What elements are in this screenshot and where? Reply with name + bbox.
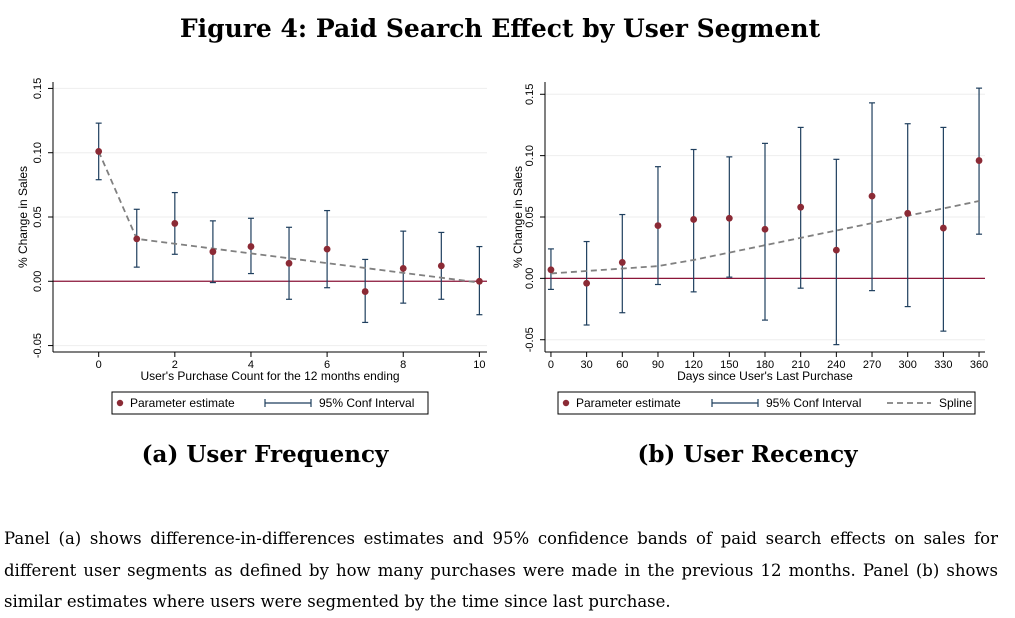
y-tick-label: 0.10 (32, 142, 44, 163)
x-tick-label: 4 (248, 359, 254, 371)
x-tick-label: 60 (616, 359, 628, 371)
chart-user-frequency: -0.05 0.00 0.05 0.10 0.15 0 2 4 6 8 10 User's Purch… (16, 78, 487, 415)
x-tick-label: 8 (400, 359, 406, 371)
x-tick-label: 0 (548, 359, 554, 371)
y-tick-label: 0.00 (32, 271, 44, 292)
x-tick-label: 2 (172, 359, 178, 371)
y-axis-label: % Change in Sales (511, 166, 525, 268)
legend-label-spline: Spline (939, 396, 973, 410)
legend-label-estimate: Parameter estimate (130, 396, 235, 410)
y-tick-label: 0.05 (32, 206, 44, 227)
estimate-point (868, 192, 876, 200)
figure-note: Panel (a) shows difference-in-difference… (4, 529, 998, 611)
estimate-point (654, 222, 662, 229)
estimate-point (209, 248, 217, 256)
estimate-point (171, 220, 179, 227)
x-tick-label: 30 (580, 359, 592, 371)
y-tick-label: 0.05 (524, 206, 536, 227)
legend-marker-estimate (116, 399, 124, 407)
x-tick-label: 120 (684, 359, 702, 371)
figure-title: Figure 4: Paid Search Effect by User Seg… (179, 14, 821, 43)
estimate-point (361, 288, 369, 295)
estimate-point (285, 259, 293, 267)
estimate-point (975, 157, 983, 164)
y-tick-label: 0.10 (524, 145, 536, 166)
estimate-point (133, 235, 141, 243)
estimate-point (437, 262, 445, 270)
subcaption-user-frequency: (a) User Frequency (141, 441, 389, 468)
estimate-point (95, 148, 103, 155)
x-tick-label: 6 (324, 359, 330, 371)
x-axis-label: User's Purchase Count for the 12 months … (140, 369, 399, 383)
x-tick-label: 330 (934, 359, 952, 371)
y-tick-label: 0.00 (524, 268, 536, 289)
y-tick-label: -0.05 (524, 327, 536, 352)
y-tick-label: -0.05 (32, 333, 44, 358)
x-tick-label: 0 (96, 359, 102, 371)
x-tick-label: 270 (863, 359, 881, 371)
x-tick-label: 360 (970, 359, 988, 371)
subcaption-user-recency: (b) User Recency (637, 441, 858, 468)
estimate-point (725, 214, 733, 222)
estimate-point (797, 203, 805, 211)
estimate-point (904, 209, 912, 217)
estimate-point (399, 265, 407, 272)
x-tick-label: 210 (791, 359, 809, 371)
legend-label-estimate: Parameter estimate (576, 396, 681, 410)
estimate-point (832, 246, 840, 254)
x-tick-label: 10 (473, 359, 485, 371)
x-tick-label: 300 (899, 359, 917, 371)
legend-box (557, 391, 976, 415)
y-tick-label: 0.15 (32, 78, 44, 99)
x-tick-label: 240 (827, 359, 845, 371)
estimate-point (939, 224, 947, 232)
legend-marker-estimate (562, 399, 570, 407)
estimate-point (583, 279, 591, 287)
legend-label-ci: 95% Conf Interval (766, 396, 861, 410)
estimate-point (247, 243, 255, 250)
x-axis-label: Days since User's Last Purchase (677, 369, 853, 383)
estimate-point (618, 259, 626, 266)
estimate-point (690, 216, 698, 223)
x-tick-label: 180 (756, 359, 774, 371)
legend-label-ci: 95% Conf Interval (319, 396, 414, 410)
x-tick-label: 90 (652, 359, 664, 371)
x-tick-label: 150 (720, 359, 738, 371)
estimate-point (475, 277, 483, 285)
estimate-point (547, 266, 555, 274)
y-tick-label: 0.15 (524, 84, 536, 105)
estimate-point (323, 245, 331, 253)
estimate-point (761, 225, 769, 233)
chart-user-recency: -0.05 0.00 0.05 0.10 0.15 0 30 60 90 120 150 180 210… (511, 82, 988, 415)
y-axis-label: % Change in Sales (16, 166, 30, 268)
